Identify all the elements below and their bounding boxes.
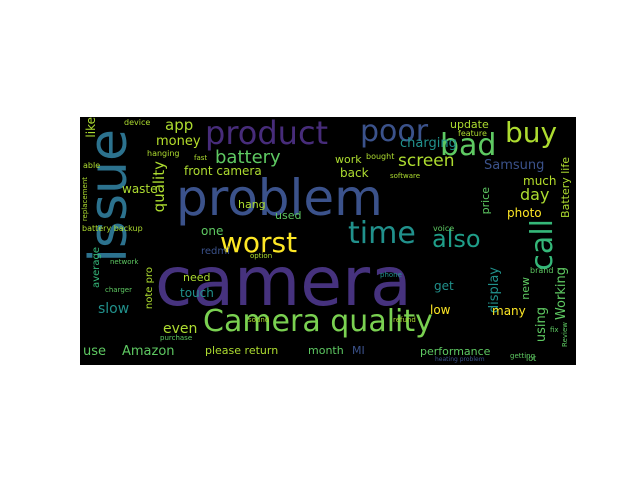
word-use: use xyxy=(83,344,107,359)
word-screen: screen xyxy=(398,151,455,171)
word-using: using xyxy=(534,307,549,343)
word-cloud: camera problem issue product poor bad bu… xyxy=(80,117,576,365)
word-note-pro: note pro xyxy=(144,267,155,310)
word-fast: fast xyxy=(194,154,208,162)
word-able: able xyxy=(83,161,101,170)
word-review: Review xyxy=(561,322,569,347)
word-back: back xyxy=(340,166,369,180)
word-battery: battery xyxy=(215,147,281,168)
word-battery-life: Battery life xyxy=(559,157,572,218)
word-work: work xyxy=(335,153,362,166)
word-much: much xyxy=(523,174,557,188)
word-problem: problem xyxy=(176,169,383,227)
word-charging: charging xyxy=(400,136,457,151)
word-working: Working xyxy=(554,267,569,321)
word-getting: getting xyxy=(510,352,536,360)
word-heating-problem: heating problem xyxy=(435,356,485,363)
word-hanging: hanging xyxy=(147,149,180,158)
word-need: need xyxy=(183,271,211,284)
word-refund: refund xyxy=(393,316,416,324)
word-many: many xyxy=(492,304,526,318)
word-camera: camera xyxy=(155,243,412,322)
word-please-return: please return xyxy=(205,344,279,357)
word-even: even xyxy=(163,321,198,337)
word-slow: slow xyxy=(98,301,130,317)
word-used: used xyxy=(275,209,302,222)
word-average: average xyxy=(91,247,102,288)
word-brand: brand xyxy=(530,266,554,275)
word-touch: touch xyxy=(180,286,214,300)
word-like: like xyxy=(84,117,98,138)
word-performance: performance xyxy=(420,345,491,358)
word-call: call xyxy=(525,219,560,271)
word-purchase: purchase xyxy=(160,334,193,342)
word-fix: fix xyxy=(550,326,559,334)
word-time: time xyxy=(348,216,416,251)
word-poor: poor xyxy=(360,117,429,149)
word-front-camera: front camera xyxy=(184,164,262,178)
word-feature: feature xyxy=(458,129,487,138)
word-day: day xyxy=(520,185,550,204)
word-hang: hang xyxy=(238,198,266,211)
word-new: new xyxy=(519,277,532,300)
word-get: get xyxy=(434,279,454,293)
word-product: product xyxy=(205,117,329,152)
word-low: low xyxy=(430,303,451,317)
word-price: price xyxy=(479,187,492,215)
word-lot: lot xyxy=(526,354,537,363)
word-camera-quality: Camera quality xyxy=(203,304,433,339)
word-battery-backup: battery backup xyxy=(82,224,143,233)
word-redmi: redmi xyxy=(201,246,230,257)
word-replacement: replacement xyxy=(81,177,89,222)
word-network: network xyxy=(110,258,139,266)
word-voice: voice xyxy=(433,224,455,233)
word-money: money xyxy=(156,134,201,149)
word-device: device xyxy=(124,118,151,127)
word-option: option xyxy=(250,252,273,260)
word-bad: bad xyxy=(440,128,497,163)
word-buy: buy xyxy=(505,117,558,149)
word-charger: charger xyxy=(105,286,132,294)
word-worst: worst xyxy=(220,226,298,259)
word-mi: MI xyxy=(352,344,365,357)
word-also: also xyxy=(432,225,481,253)
word-month: month xyxy=(308,344,344,357)
word-sound: sound xyxy=(248,316,270,324)
word-software: software xyxy=(390,172,421,180)
word-update: update xyxy=(450,118,489,131)
word-amazon: Amazon xyxy=(122,344,175,359)
word-phone: phone xyxy=(380,271,402,279)
word-samsung: Samsung xyxy=(484,158,545,173)
word-app: app xyxy=(165,117,194,134)
word-photo: photo xyxy=(507,206,542,220)
word-waste: waste xyxy=(122,182,158,196)
word-bought: bought xyxy=(366,152,395,161)
word-one: one xyxy=(201,224,224,238)
